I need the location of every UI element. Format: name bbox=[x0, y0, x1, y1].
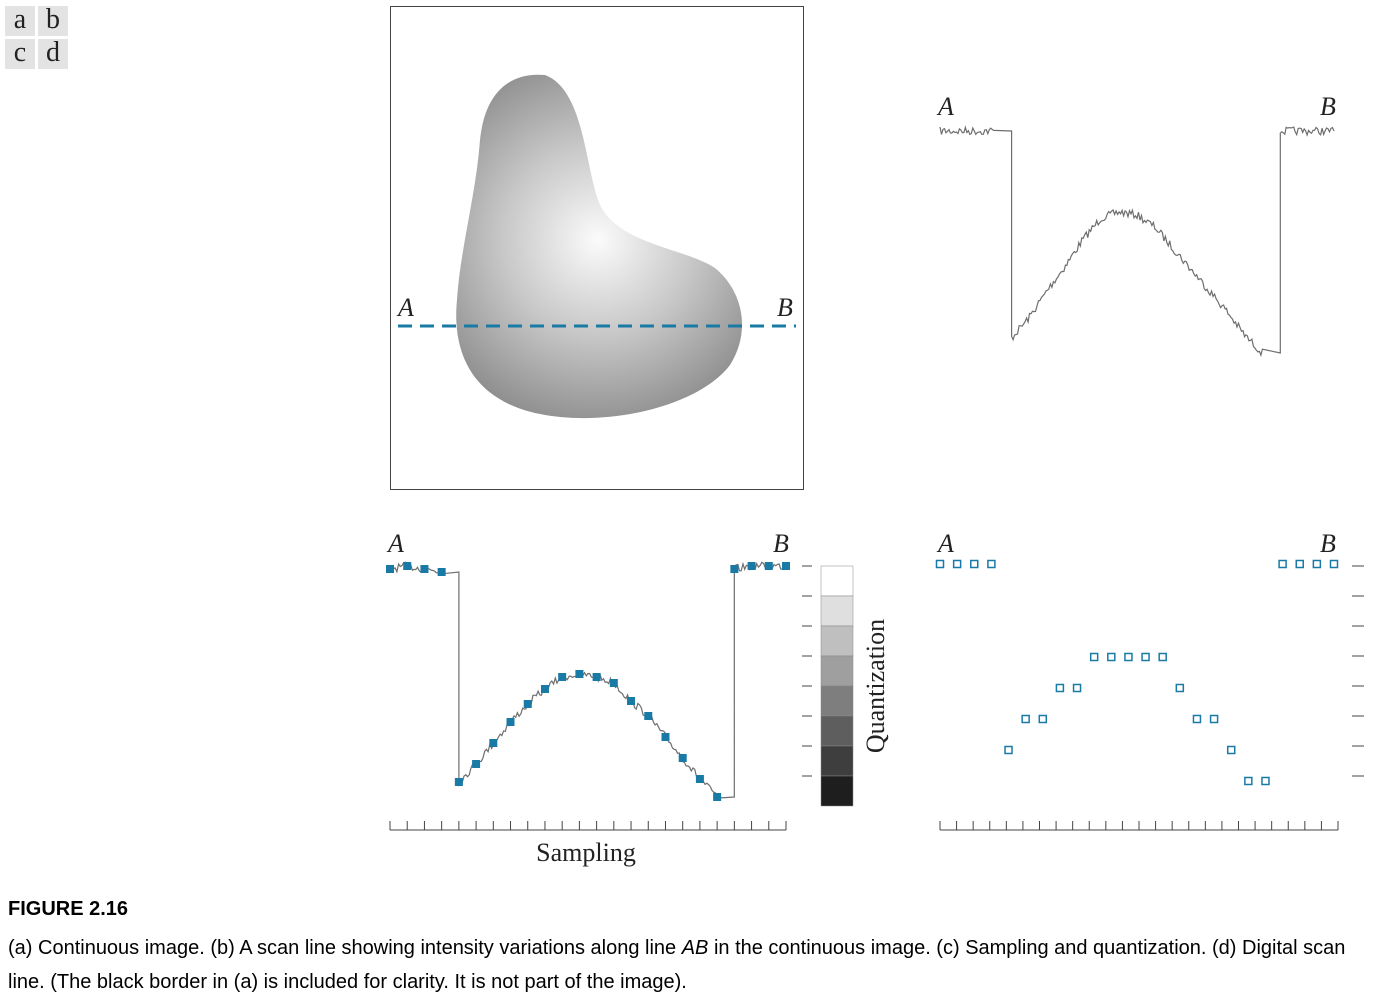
sample-point bbox=[609, 679, 618, 687]
digital-point bbox=[1312, 559, 1322, 569]
digital-point bbox=[1329, 559, 1339, 569]
sampling-label: Sampling bbox=[536, 838, 636, 867]
quantization-level bbox=[820, 625, 854, 657]
sample-point bbox=[695, 775, 704, 783]
figure-title: FIGURE 2.16 bbox=[8, 898, 129, 920]
panel-b-label-a: A bbox=[936, 92, 954, 121]
digital-point bbox=[1124, 652, 1133, 662]
sample-point bbox=[523, 700, 532, 708]
digital-point bbox=[1004, 745, 1013, 755]
sample-point bbox=[575, 670, 584, 678]
panel-c: A B Sampling Quantization bbox=[386, 529, 890, 867]
panel-b-label-b: B bbox=[1320, 92, 1336, 121]
digital-point bbox=[1226, 745, 1236, 755]
panel-a-label-b: B bbox=[777, 293, 793, 322]
caption-part1: (a) Continuous image. (b) A scan line sh… bbox=[8, 937, 682, 959]
panel-c-label-a: A bbox=[386, 529, 404, 558]
legend-cell-c: c bbox=[5, 39, 35, 69]
digital-point bbox=[1072, 683, 1082, 693]
panel-b: A B bbox=[936, 92, 1336, 358]
panel-a: A B bbox=[390, 6, 804, 490]
quantization-level bbox=[820, 685, 854, 717]
digital-point bbox=[952, 559, 962, 569]
quantization-level bbox=[820, 715, 854, 747]
digital-point bbox=[1192, 714, 1202, 724]
panel-a-border bbox=[390, 6, 804, 490]
caption-italic: AB bbox=[681, 937, 709, 959]
digital-point bbox=[1021, 714, 1030, 724]
sample-point bbox=[782, 562, 790, 570]
sample-point bbox=[437, 568, 446, 576]
digital-point bbox=[1209, 714, 1219, 724]
quantization-level bbox=[820, 655, 854, 687]
sample-point bbox=[506, 718, 515, 726]
quantization-level bbox=[820, 565, 854, 597]
sample-point bbox=[558, 673, 567, 681]
sample-point bbox=[730, 565, 739, 573]
legend-cell-a: a bbox=[5, 6, 35, 36]
scan-line-c bbox=[389, 561, 787, 799]
quantization-level bbox=[820, 775, 854, 807]
quantization-level bbox=[820, 745, 854, 777]
digital-point bbox=[1244, 776, 1253, 786]
digital-point bbox=[1158, 652, 1167, 662]
sample-point bbox=[764, 562, 773, 570]
quantization-level bbox=[820, 595, 854, 627]
scan-line-b bbox=[939, 125, 1335, 358]
sample-point bbox=[747, 562, 756, 570]
panel-d-label-a: A bbox=[936, 529, 954, 558]
digital-point bbox=[1038, 714, 1048, 724]
sample-point bbox=[678, 754, 687, 762]
sample-point bbox=[420, 565, 429, 573]
sample-point bbox=[403, 562, 412, 570]
digital-point bbox=[935, 559, 945, 569]
sample-point bbox=[661, 733, 670, 741]
sample-point bbox=[454, 778, 463, 786]
sample-point bbox=[489, 739, 498, 747]
panel-a-label-a: A bbox=[396, 293, 414, 322]
sample-point bbox=[713, 793, 722, 801]
quantization-label: Quantization bbox=[861, 619, 890, 753]
digital-point bbox=[1261, 776, 1270, 786]
sample-point bbox=[644, 712, 653, 720]
sample-point bbox=[472, 760, 481, 768]
legend-cell-d: d bbox=[38, 39, 68, 69]
digital-point bbox=[1055, 683, 1065, 693]
sample-point bbox=[386, 565, 394, 573]
continuous-image-shape bbox=[456, 74, 743, 419]
sample-point bbox=[540, 685, 549, 693]
digital-point bbox=[1141, 652, 1150, 662]
sample-point bbox=[627, 697, 636, 705]
figure-caption: (a) Continuous image. (b) A scan line sh… bbox=[8, 931, 1348, 999]
digital-point bbox=[1175, 683, 1185, 693]
digital-point bbox=[987, 559, 996, 569]
panel-c-label-b: B bbox=[773, 529, 789, 558]
panel-d: A B bbox=[935, 529, 1364, 831]
panel-d-label-b: B bbox=[1320, 529, 1336, 558]
caption-part2: in the continuous image. (c) Sampling an… bbox=[8, 937, 1346, 993]
digital-point bbox=[1089, 652, 1099, 662]
legend-cell-b: b bbox=[38, 6, 68, 36]
digital-point bbox=[1278, 559, 1287, 569]
digital-point bbox=[1295, 559, 1304, 569]
sample-point bbox=[592, 673, 601, 681]
digital-point bbox=[1107, 652, 1116, 662]
digital-point bbox=[970, 559, 979, 569]
